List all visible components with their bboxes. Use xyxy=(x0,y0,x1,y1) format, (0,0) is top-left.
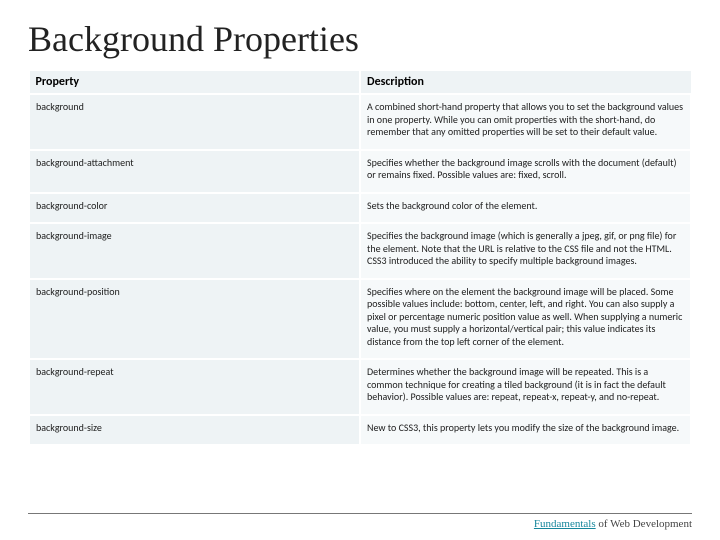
col-description: Description xyxy=(360,71,691,95)
footer: Fundamentals of Web Development xyxy=(28,513,692,530)
cell-property: background-image xyxy=(29,223,360,279)
cell-description: A combined short-hand property that allo… xyxy=(360,94,691,150)
cell-description: New to CSS3, this property lets you modi… xyxy=(360,415,691,445)
table-row: background-repeat Determines whether the… xyxy=(29,359,691,415)
table-row: background-position Specifies where on t… xyxy=(29,279,691,360)
properties-table: Property Description background A combin… xyxy=(28,70,692,444)
cell-description: Sets the background color of the element… xyxy=(360,193,691,224)
table-row: background-size New to CSS3, this proper… xyxy=(29,415,691,445)
cell-property: background-position xyxy=(29,279,360,360)
table-row: background-image Specifies the backgroun… xyxy=(29,223,691,279)
table-row: background-attachment Specifies whether … xyxy=(29,150,691,193)
cell-property: background-color xyxy=(29,193,360,224)
page-title: Background Properties xyxy=(28,18,692,60)
cell-property: background-size xyxy=(29,415,360,445)
cell-description: Specifies whether the background image s… xyxy=(360,150,691,193)
table-row: background-color Sets the background col… xyxy=(29,193,691,224)
footer-part2: of Web Development xyxy=(596,518,692,530)
footer-part1: Fundamentals xyxy=(534,518,596,530)
col-property: Property xyxy=(29,71,360,95)
table-row: background A combined short-hand propert… xyxy=(29,94,691,150)
cell-property: background xyxy=(29,94,360,150)
cell-description: Determines whether the background image … xyxy=(360,359,691,415)
table-header-row: Property Description xyxy=(29,71,691,95)
cell-property: background-repeat xyxy=(29,359,360,415)
cell-description: Specifies where on the element the backg… xyxy=(360,279,691,360)
cell-description: Specifies the background image (which is… xyxy=(360,223,691,279)
cell-property: background-attachment xyxy=(29,150,360,193)
